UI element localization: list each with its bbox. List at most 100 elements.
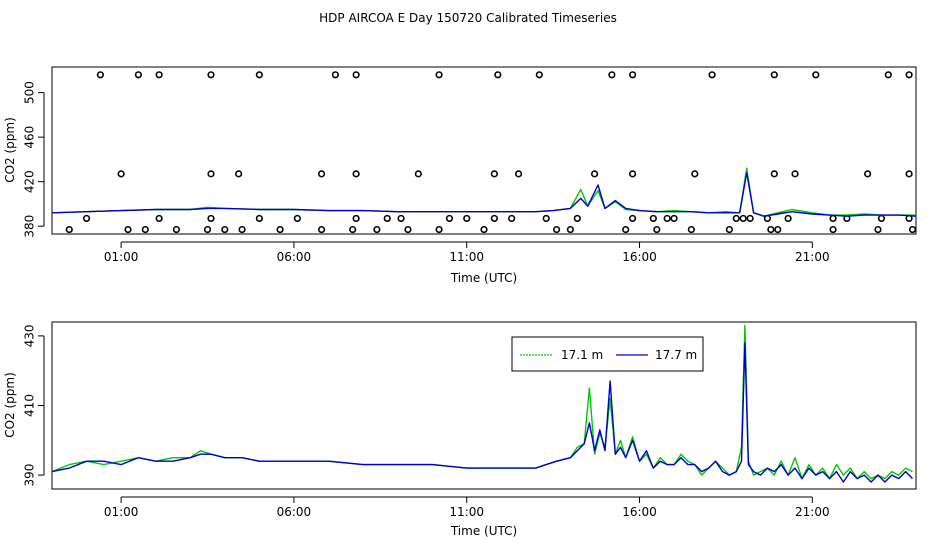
bottom-x-tick-label: 11:00 xyxy=(449,505,484,519)
calibration-point xyxy=(317,225,326,234)
legend-label-17-1: 17.1 m xyxy=(561,348,603,362)
calibration-point xyxy=(566,225,575,234)
calibration-point xyxy=(141,225,149,234)
calibration-point xyxy=(463,214,471,223)
calibration-point xyxy=(124,225,132,234)
calibration-point xyxy=(649,214,657,223)
calibration-point xyxy=(905,71,913,79)
calibration-point xyxy=(221,225,229,234)
top-calibration-points xyxy=(65,71,917,234)
calibration-point xyxy=(96,71,104,79)
calibration-point xyxy=(414,170,422,178)
calibration-point xyxy=(725,225,733,234)
calibration-point xyxy=(238,225,246,234)
calibration-point xyxy=(331,71,339,79)
calibration-point xyxy=(494,71,502,79)
calibration-point xyxy=(352,170,360,178)
calibration-point xyxy=(877,214,886,223)
bottom-y-tick-label: 410 xyxy=(23,394,37,417)
calibration-point xyxy=(535,71,543,79)
top-x-tick-label: 06:00 xyxy=(277,250,312,264)
calibration-point xyxy=(590,170,599,178)
calibration-point xyxy=(235,170,243,178)
calibration-point xyxy=(207,71,215,79)
top-series-lines xyxy=(51,167,917,217)
bottom-x-tick-label: 01:00 xyxy=(104,505,139,519)
calibration-point xyxy=(812,71,820,79)
calibration-point xyxy=(629,170,637,178)
calibration-point xyxy=(874,225,882,234)
top-y-tick-label: 420 xyxy=(23,170,37,193)
top-y-label: CO2 (ppm) xyxy=(3,117,17,183)
top-x-tick-label: 21:00 xyxy=(795,250,830,264)
bottom-y-axis: 390 410 430 xyxy=(23,324,45,487)
calibration-point xyxy=(490,170,498,178)
calibration-point xyxy=(404,225,412,234)
bottom-x-tick-label: 06:00 xyxy=(277,505,312,519)
calibration-point xyxy=(829,225,837,234)
calibration-point xyxy=(770,170,778,178)
calibration-point xyxy=(905,170,913,178)
calibration-point xyxy=(622,225,630,234)
calibration-point xyxy=(767,225,775,234)
calibration-point xyxy=(784,214,792,223)
calibration-point xyxy=(791,170,799,178)
calibration-point xyxy=(82,214,91,223)
calibration-point xyxy=(573,214,581,223)
calibration-point xyxy=(653,225,661,234)
calibration-point xyxy=(276,225,284,234)
calibration-point xyxy=(293,214,301,223)
bottom-y-label: CO2 (ppm) xyxy=(3,372,17,438)
bottom-series-17-1-m xyxy=(51,324,913,480)
top-y-axis: 380 420 460 500 xyxy=(23,81,45,238)
calibration-point xyxy=(117,170,125,178)
calibration-point xyxy=(739,214,747,223)
calibration-point xyxy=(687,225,695,234)
bottom-x-label: Time (UTC) xyxy=(450,524,517,538)
calibration-point xyxy=(884,71,892,79)
bottom-x-axis: 01:00 06:00 11:00 16:00 21:00 xyxy=(104,496,830,519)
calibration-point xyxy=(663,214,671,223)
calibration-point xyxy=(480,225,488,234)
calibration-point xyxy=(317,170,326,178)
top-x-tick-label: 11:00 xyxy=(449,250,484,264)
calibration-point xyxy=(629,71,637,79)
calibration-point xyxy=(155,214,163,223)
top-y-tick-label: 380 xyxy=(23,215,37,238)
calibration-point xyxy=(255,214,263,223)
bottom-y-tick-label: 390 xyxy=(23,464,37,487)
calibration-point xyxy=(774,225,782,234)
calibration-point xyxy=(155,71,163,79)
calibration-point xyxy=(255,71,263,79)
calibration-point xyxy=(383,214,391,223)
top-x-label: Time (UTC) xyxy=(450,271,517,285)
calibration-point xyxy=(445,214,454,223)
calibration-point xyxy=(490,214,498,223)
bottom-plot-frame xyxy=(51,321,917,490)
figure-title: HDP AIRCOA E Day 150720 Calibrated Times… xyxy=(319,11,617,25)
calibration-point xyxy=(708,71,716,79)
top-panel: 380 420 460 500 01:00 06:00 11:00 16:00 21:00 T… xyxy=(3,66,917,285)
bottom-series-lines xyxy=(51,324,913,483)
bottom-x-tick-label: 16:00 xyxy=(622,505,657,519)
calibration-point xyxy=(670,214,678,223)
calibration-point xyxy=(207,170,215,178)
calibration-point xyxy=(352,214,360,223)
calibration-point xyxy=(172,225,181,234)
top-x-tick-label: 01:00 xyxy=(104,250,139,264)
legend-box xyxy=(511,336,704,372)
calibration-point xyxy=(608,71,616,79)
calibration-point xyxy=(203,225,212,234)
calibration-point xyxy=(373,225,381,234)
top-x-axis: 01:00 06:00 11:00 16:00 21:00 xyxy=(104,241,830,264)
bottom-x-tick-label: 21:00 xyxy=(795,505,830,519)
calibration-point xyxy=(134,71,142,79)
calibration-point xyxy=(629,214,637,223)
legend-label-17-7: 17.7 m xyxy=(655,348,697,362)
calibration-point xyxy=(691,170,699,178)
top-plot-frame xyxy=(51,66,917,235)
calibration-point xyxy=(514,170,523,178)
calibration-point xyxy=(746,214,754,223)
top-y-tick-label: 500 xyxy=(23,81,37,104)
